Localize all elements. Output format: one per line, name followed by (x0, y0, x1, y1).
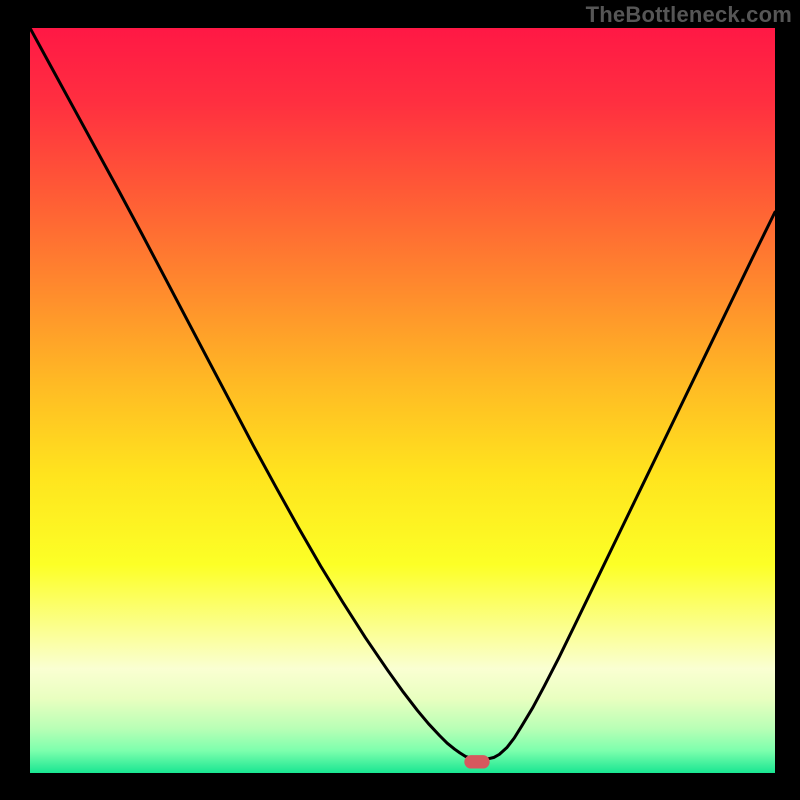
chart-frame: TheBottleneck.com (0, 0, 800, 800)
plot-background-gradient (30, 28, 775, 773)
minimum-marker (464, 755, 489, 768)
bottleneck-curve-chart (0, 0, 800, 800)
watermark-text: TheBottleneck.com (586, 2, 792, 28)
